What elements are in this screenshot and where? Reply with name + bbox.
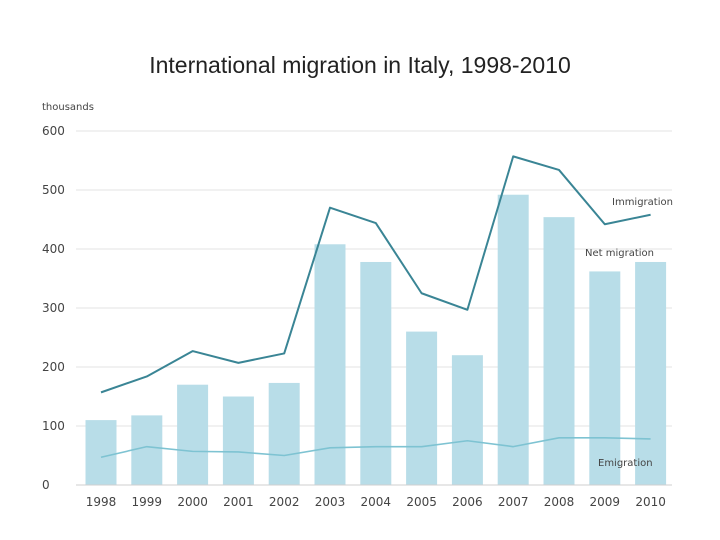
series-label-immigration: Immigration bbox=[612, 197, 673, 208]
y-tick-label: 200 bbox=[42, 360, 65, 374]
chart-title: International migration in Italy, 1998-2… bbox=[149, 52, 571, 78]
x-tick-label: 2008 bbox=[544, 495, 575, 509]
net-migration-bars bbox=[85, 194, 667, 485]
bar-net-migration-2008 bbox=[543, 217, 575, 485]
bar-net-migration-2000 bbox=[177, 384, 209, 485]
line-immigration bbox=[100, 155, 651, 394]
bar-net-migration-2002 bbox=[268, 382, 300, 485]
x-tick-label: 2006 bbox=[452, 495, 483, 509]
x-tick-label: 1998 bbox=[86, 495, 117, 509]
bar-net-migration-2010 bbox=[635, 261, 667, 485]
y-tick-label: 500 bbox=[42, 183, 65, 197]
x-tick-label: 2004 bbox=[361, 495, 392, 509]
x-tick-label: 2001 bbox=[223, 495, 254, 509]
series-lines bbox=[100, 155, 651, 459]
bar-net-migration-2005 bbox=[406, 331, 438, 485]
bar-net-migration-2004 bbox=[360, 261, 392, 485]
series-labels: Net migration Immigration Emigration bbox=[585, 197, 673, 469]
x-tick-label: 2009 bbox=[590, 495, 621, 509]
x-tick-label: 2007 bbox=[498, 495, 529, 509]
bar-net-migration-2001 bbox=[222, 396, 254, 485]
x-tick-label: 1999 bbox=[132, 495, 163, 509]
x-tick-label: 2005 bbox=[406, 495, 437, 509]
bar-net-migration-2003 bbox=[314, 244, 346, 485]
y-tick-label: 600 bbox=[42, 124, 65, 138]
y-tick-label: 300 bbox=[42, 301, 65, 315]
x-tick-label: 2002 bbox=[269, 495, 300, 509]
axes: thousands 0 100 200 300 400 500 600 1998 1999 2000… bbox=[42, 102, 672, 509]
y-tick-label: 0 bbox=[42, 478, 50, 492]
bar-net-migration-2006 bbox=[451, 355, 483, 485]
bar-net-migration-1999 bbox=[131, 415, 163, 485]
x-tick-label: 2000 bbox=[177, 495, 208, 509]
y-tick-label: 400 bbox=[42, 242, 65, 256]
bar-net-migration-2009 bbox=[589, 271, 621, 485]
line-emigration bbox=[100, 436, 651, 459]
x-tick-label: 2010 bbox=[635, 495, 666, 509]
bar-net-migration-1998 bbox=[85, 420, 117, 485]
series-label-net-migration: Net migration bbox=[585, 248, 654, 259]
bar-net-migration-2007 bbox=[497, 194, 529, 485]
y-tick-label: 100 bbox=[42, 419, 65, 433]
series-label-emigration: Emigration bbox=[598, 458, 653, 469]
y-unit-label: thousands bbox=[42, 102, 94, 113]
x-tick-label: 2003 bbox=[315, 495, 346, 509]
